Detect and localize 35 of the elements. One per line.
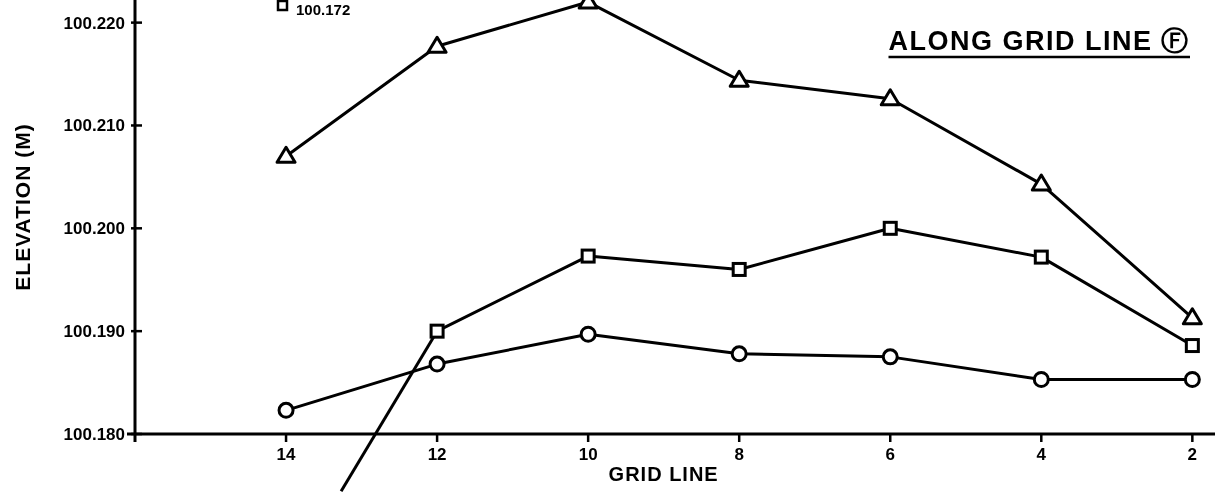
x-tick-label: 6 bbox=[885, 445, 895, 464]
y-tick-label: 100.200 bbox=[63, 219, 125, 239]
point bbox=[428, 355, 446, 373]
point bbox=[579, 325, 597, 343]
x-tick-label: 10 bbox=[578, 445, 598, 464]
x-tick-label: 12 bbox=[427, 445, 447, 464]
point bbox=[1033, 249, 1049, 265]
x-tick-label: 4 bbox=[1036, 445, 1047, 464]
point bbox=[1030, 173, 1052, 192]
x-tick-label: 14 bbox=[276, 445, 297, 464]
point bbox=[429, 323, 445, 339]
point bbox=[1184, 338, 1200, 354]
point bbox=[580, 248, 596, 264]
point bbox=[879, 88, 901, 107]
point bbox=[426, 35, 448, 54]
point bbox=[277, 401, 295, 419]
y-tick-label: 100.180 bbox=[63, 424, 125, 444]
annotation: 100.172 bbox=[296, 1, 351, 18]
point bbox=[1183, 370, 1201, 388]
point bbox=[1032, 370, 1050, 388]
y-tick-label: 100.190 bbox=[63, 322, 125, 342]
point bbox=[728, 69, 750, 88]
x-tick-label: 8 bbox=[734, 445, 744, 464]
point bbox=[730, 345, 748, 363]
point bbox=[881, 348, 899, 366]
y-axis-title: ELEVATION (M) bbox=[11, 123, 34, 291]
x-tick-label: 2 bbox=[1187, 445, 1198, 464]
point bbox=[1181, 307, 1203, 326]
y-tick-label: 100.220 bbox=[63, 13, 125, 33]
point bbox=[275, 145, 297, 164]
text: ALONG GRID LINE Ⓕ bbox=[888, 26, 1190, 56]
x-axis-title: GRID LINE bbox=[608, 463, 719, 485]
point bbox=[882, 220, 898, 236]
point bbox=[731, 261, 747, 277]
y-tick-label: 100.210 bbox=[63, 116, 125, 136]
